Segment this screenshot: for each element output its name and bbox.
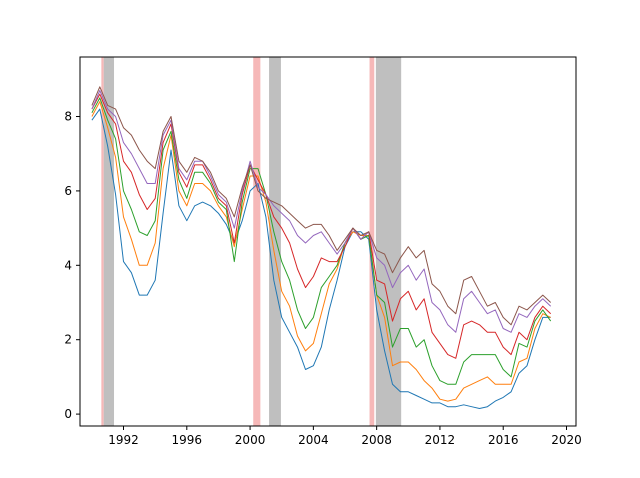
shaded-regions xyxy=(101,57,402,426)
x-tick-label: 2020 xyxy=(551,433,582,447)
y-tick-label: 4 xyxy=(64,258,72,272)
series-line-1 xyxy=(91,101,551,402)
x-tick-label: 2016 xyxy=(488,433,519,447)
shaded-region-grey-1 xyxy=(103,57,115,426)
x-tick-label: 2012 xyxy=(425,433,456,447)
x-tick-label: 2008 xyxy=(361,433,392,447)
series-line-3 xyxy=(91,93,552,359)
series-line-2 xyxy=(91,97,552,385)
shaded-region-red-0 xyxy=(101,57,104,426)
shaded-region-grey-3 xyxy=(269,57,281,426)
shaded-region-grey-5 xyxy=(375,57,402,426)
x-tick-label: 2000 xyxy=(235,433,266,447)
x-tick-label: 1992 xyxy=(108,433,139,447)
axes-frame xyxy=(79,56,577,427)
y-tick-label: 2 xyxy=(64,333,72,347)
y-tick-label: 0 xyxy=(64,407,72,421)
y-tick-label: 8 xyxy=(64,110,72,124)
x-tick-label: 1996 xyxy=(172,433,203,447)
plot-lines xyxy=(91,86,552,409)
series-line-4 xyxy=(91,90,552,333)
shaded-region-red-2 xyxy=(253,57,261,426)
y-tick-label: 6 xyxy=(64,184,72,198)
x-tick-label: 2004 xyxy=(298,433,329,447)
series-line-0 xyxy=(91,108,551,409)
series-line-5 xyxy=(91,86,552,326)
y-axis-ticks: 0 2 4 6 8 xyxy=(64,110,80,421)
x-axis-ticks: 1992 1996 2000 2004 2008 2012 2016 2020 xyxy=(108,426,582,447)
